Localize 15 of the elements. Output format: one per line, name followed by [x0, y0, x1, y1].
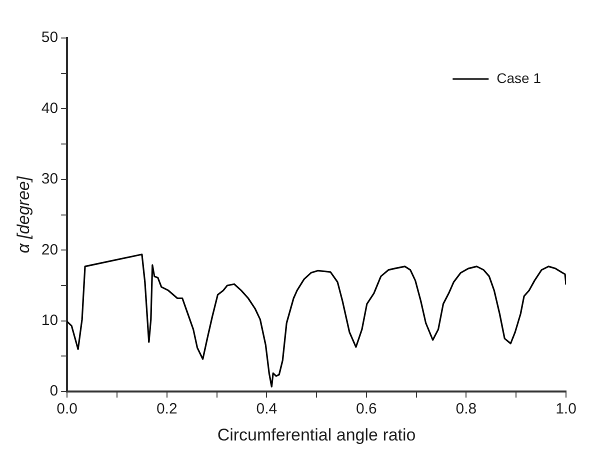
- y-tick-label: 40: [41, 100, 58, 117]
- y-tick-label: 10: [41, 312, 58, 330]
- y-tick-label: 50: [41, 29, 58, 46]
- x-axis-title: Circumferential angle ratio: [217, 425, 416, 444]
- x-tick-label: 0.6: [356, 400, 377, 418]
- x-tick-label: 0.4: [256, 400, 278, 418]
- legend-label: Case 1: [496, 70, 542, 86]
- y-tick-label: 20: [41, 241, 58, 258]
- y-axis-title: α [degree]: [14, 175, 33, 254]
- y-tick-label: 30: [41, 170, 58, 188]
- x-tick-label: 0.8: [456, 400, 477, 418]
- x-tick-label: 1.0: [556, 400, 576, 418]
- y-tick-label: 0: [50, 382, 58, 400]
- x-tick-label: 0.0: [56, 400, 78, 418]
- x-tick-label: 0.2: [156, 400, 178, 418]
